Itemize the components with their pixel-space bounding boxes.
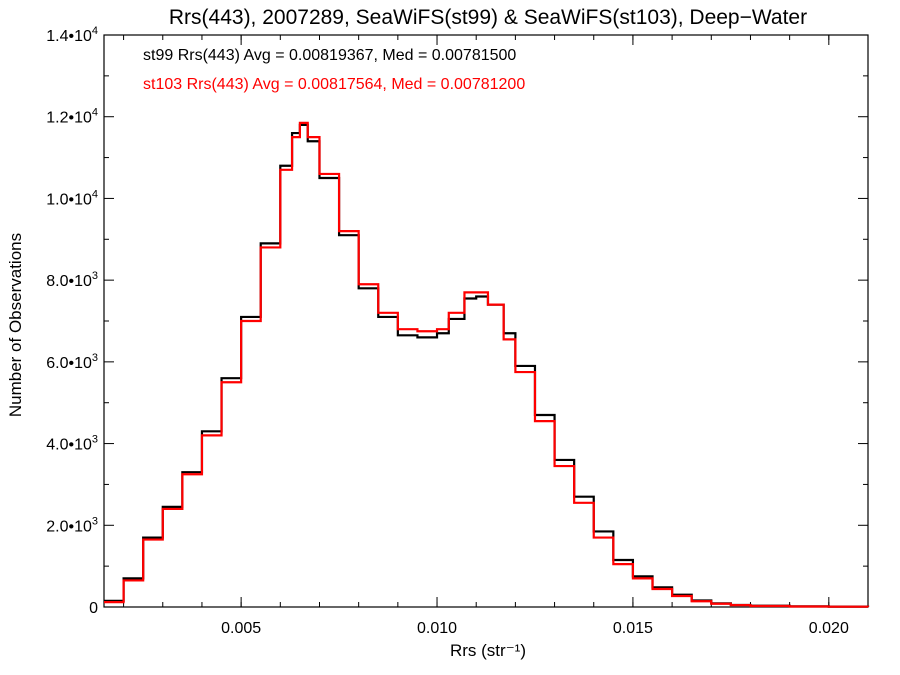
x-tick-label: 0.015: [613, 620, 653, 637]
y-tick-label: 0: [89, 600, 98, 617]
annotation-0: st99 Rrs(443) Avg = 0.00819367, Med = 0.…: [143, 47, 516, 64]
y-tick-label: 4.0•103: [46, 434, 98, 454]
y-tick-label: 1.2•104: [46, 107, 98, 127]
annotation-1: st103 Rrs(443) Avg = 0.00817564, Med = 0…: [143, 76, 525, 93]
x-axis-label: Rrs (str⁻¹): [450, 641, 526, 660]
y-tick-label: 1.4•104: [46, 25, 98, 45]
series-line-1: [104, 121, 870, 608]
y-tick-label: 1.0•104: [46, 188, 98, 208]
y-tick-label: 6.0•103: [46, 352, 98, 372]
legend-annotations: st99 Rrs(443) Avg = 0.00819367, Med = 0.…: [143, 47, 525, 93]
y-axis-label: Number of Observations: [6, 233, 25, 417]
x-tick-label: 0.010: [417, 620, 457, 637]
y-tick-label: 8.0•103: [46, 270, 98, 290]
axis-ticks: 0.005 0.010 0.015 0.020 0 2.0•103 4.0•103 6.0•1…: [46, 25, 868, 637]
series-line-0: [104, 123, 870, 608]
x-tick-label: 0.005: [221, 620, 261, 637]
x-tick-label: 0.020: [809, 620, 849, 637]
data-series: [104, 121, 870, 608]
y-tick-label: 2.0•103: [46, 515, 98, 535]
chart-title: Rrs(443), 2007289, SeaWiFS(st99) & SeaWi…: [169, 6, 807, 29]
plot-area: [103, 34, 869, 608]
